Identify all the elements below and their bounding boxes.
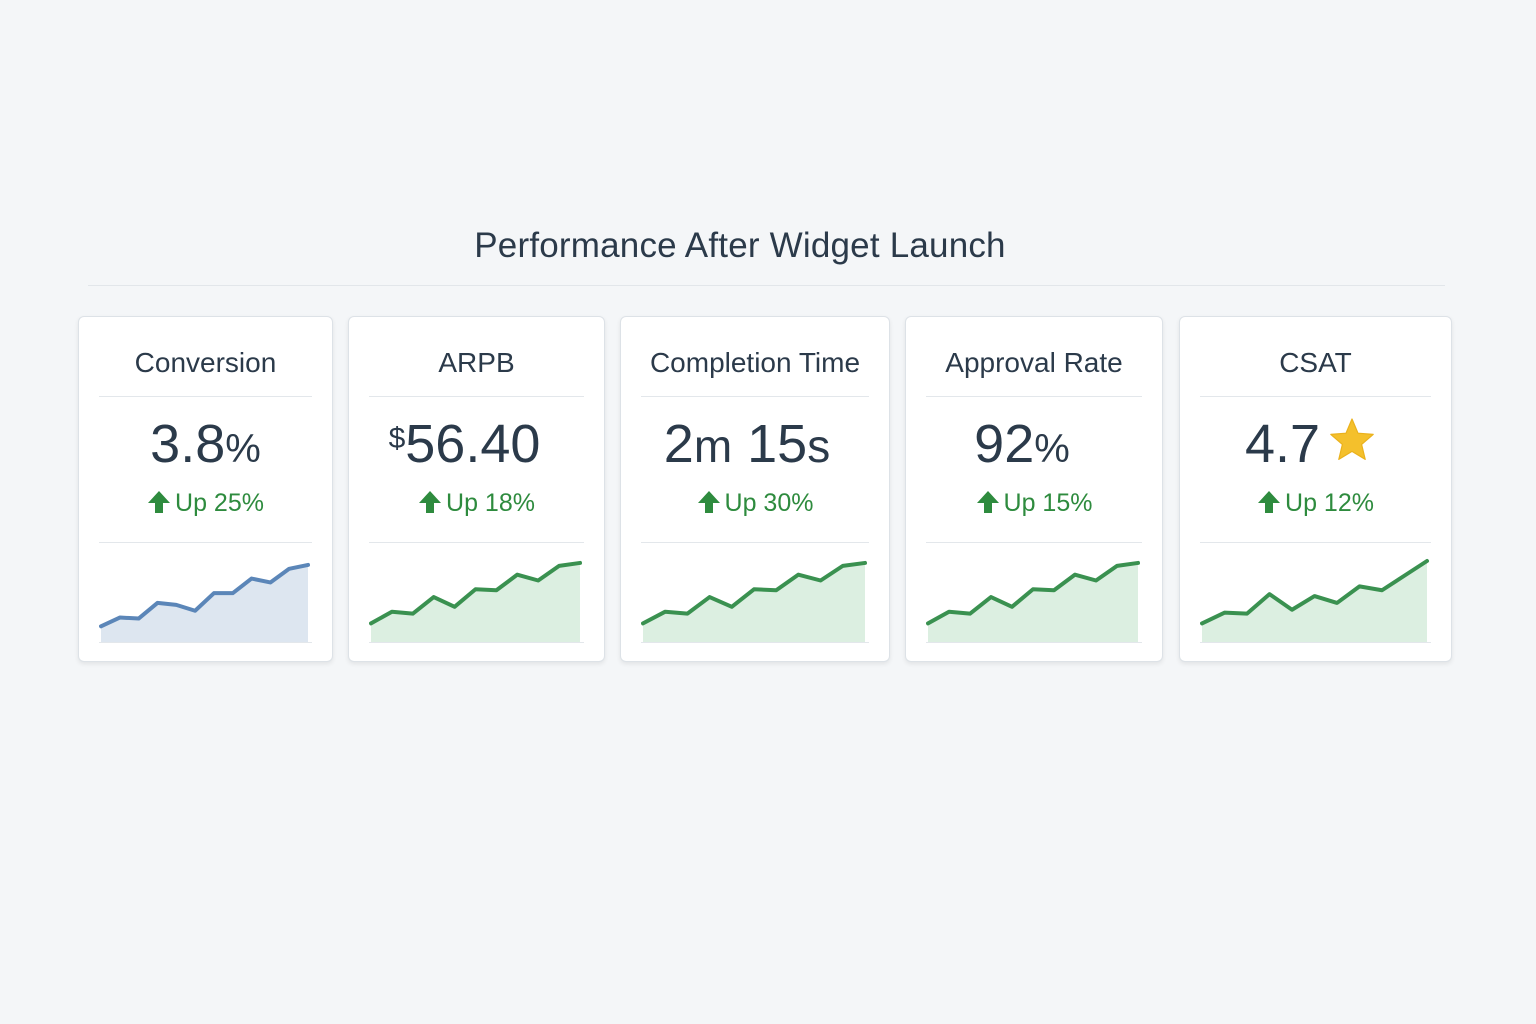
- sparkline-line: [1200, 559, 1429, 626]
- value-minutes: 2: [663, 414, 694, 474]
- value-unit: %: [225, 427, 261, 471]
- delta-text: Up 30%: [724, 489, 814, 517]
- arrow-up-icon: [148, 491, 171, 513]
- sparkline: [369, 553, 584, 645]
- value-number: 3.8: [150, 414, 226, 474]
- value-number: 56.40: [405, 414, 541, 474]
- delta-text: Up 15%: [1003, 489, 1093, 517]
- divider: [99, 396, 312, 397]
- card-label: Conversion: [134, 347, 277, 378]
- divider: [99, 542, 312, 543]
- delta-text: Up 25%: [175, 489, 264, 517]
- kpi-card-approval-rate: Approval Rate 92% Up 15%: [905, 316, 1163, 662]
- sparkline-line: [369, 560, 582, 626]
- delta-badge: Up 25%: [79, 489, 332, 518]
- value-unit: m: [693, 420, 733, 472]
- sparkline-line: [926, 560, 1140, 626]
- sparkline-line: [641, 560, 867, 626]
- divider: [369, 542, 584, 543]
- page-title: Performance After Widget Launch: [474, 226, 1006, 265]
- card-label: Approval Rate: [945, 347, 1123, 378]
- divider: [641, 542, 869, 543]
- delta-badge: Up 12%: [1180, 489, 1451, 518]
- star-icon: [1330, 418, 1374, 460]
- arrow-up-icon: [976, 491, 999, 513]
- kpi-value: 2m 15s: [621, 413, 889, 475]
- arrow-up-icon: [1258, 491, 1281, 513]
- sparkline: [99, 553, 312, 645]
- delta-badge: Up 15%: [906, 489, 1162, 518]
- value-number: 92: [974, 414, 1035, 474]
- value-seconds: 15: [732, 414, 808, 474]
- sparkline-area: [928, 562, 1138, 642]
- arrow-up-icon: [697, 491, 720, 513]
- sparkline-area: [643, 562, 865, 642]
- value-number: 4.7: [1244, 414, 1321, 474]
- kpi-card-arpb: ARPB $56.40 Up 18%: [348, 316, 605, 662]
- currency-symbol: $: [388, 422, 406, 455]
- kpi-value: 4.7: [1180, 413, 1451, 475]
- kpi-card-csat: CSAT 4.7 Up 12%: [1179, 316, 1452, 662]
- divider: [926, 396, 1142, 397]
- sparkline: [641, 553, 869, 645]
- divider: [641, 396, 869, 397]
- sparkline-area: [1202, 561, 1427, 642]
- card-label: ARPB: [438, 347, 515, 378]
- kpi-card-conversion: Conversion 3.8% Up 25%: [78, 316, 333, 662]
- sparkline: [926, 553, 1142, 645]
- divider: [1200, 396, 1431, 397]
- delta-badge: Up 18%: [349, 489, 604, 518]
- value-unit: %: [1034, 427, 1070, 471]
- card-label: CSAT: [1279, 347, 1352, 378]
- kpi-value: $56.40: [349, 413, 604, 475]
- sparkline-area: [371, 562, 580, 642]
- divider: [1200, 542, 1431, 543]
- title-divider: [88, 285, 1445, 286]
- sparkline-line: [99, 562, 310, 629]
- arrow-up-icon: [419, 491, 442, 513]
- card-label: Completion Time: [649, 347, 861, 378]
- value-unit: s: [807, 420, 831, 472]
- divider: [369, 396, 584, 397]
- kpi-card-completion-time: Completion Time 2m 15s Up 30%: [620, 316, 890, 662]
- delta-text: Up 12%: [1285, 489, 1374, 517]
- divider: [926, 542, 1142, 543]
- sparkline: [1200, 553, 1431, 645]
- delta-badge: Up 30%: [621, 489, 889, 518]
- kpi-value: 92%: [906, 413, 1162, 475]
- delta-text: Up 18%: [446, 489, 535, 517]
- kpi-value: 3.8%: [79, 413, 332, 475]
